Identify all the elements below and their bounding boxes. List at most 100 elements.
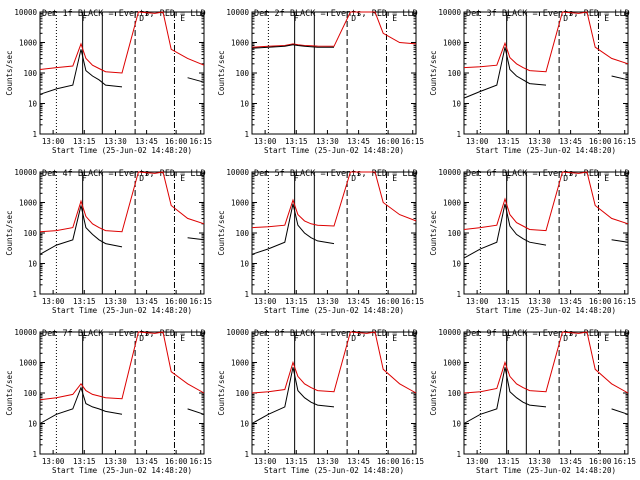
x-tick-label: 13:30 [528, 297, 551, 306]
x-tick-label: 16:00 [589, 457, 612, 466]
y-tick-label: 100 [23, 69, 37, 78]
y-tick-label: 10 [452, 260, 462, 269]
event-label: D [563, 174, 568, 183]
x-tick-label: 13:00 [466, 137, 489, 146]
y-axis-label: Counts/sec [217, 370, 226, 415]
x-tick-label: 13:15 [73, 457, 96, 466]
panel-title: Det 3f BLACK = Events, RED = LLD [466, 9, 630, 19]
x-tick-label: 13:45 [135, 457, 158, 466]
event-label: E [604, 14, 609, 23]
events-series-line [39, 49, 205, 95]
x-tick-label: 13:15 [497, 297, 520, 306]
y-tick-label: 1000 [443, 199, 462, 208]
x-tick-label: 13:15 [285, 297, 308, 306]
event-label: E [604, 174, 609, 183]
y-tick-label: 10 [452, 100, 462, 109]
y-tick-label: 10000 [438, 328, 461, 337]
x-tick-label: 13:00 [42, 297, 65, 306]
panel-title: Det 2f BLACK = Events, RED = LLD [254, 9, 418, 19]
x-tick-label: 13:45 [135, 297, 158, 306]
x-axis-label: Start Time (25-Jun-02 14:48:20) [264, 306, 404, 315]
y-tick-label: 10 [28, 420, 38, 429]
x-tick-label: 16:00 [589, 137, 612, 146]
events-series-line [39, 386, 205, 424]
y-tick-label: 100 [235, 229, 249, 238]
x-axis-label: Start Time (25-Jun-02 14:48:20) [476, 146, 616, 155]
x-tick-label: 16:00 [165, 137, 188, 146]
y-tick-label: 10 [452, 420, 462, 429]
y-tick-label: 1000 [231, 199, 250, 208]
y-tick-label: 100 [23, 389, 37, 398]
event-label: D [351, 14, 356, 23]
chart-panel: Det 4f BLACK = Events, RED = LLD 1 10 100 10… [5, 168, 212, 315]
y-tick-label: 1 [244, 290, 249, 299]
panel-title: Det 8f BLACK = Events, RED = LLD [254, 329, 418, 339]
event-label: E [392, 334, 397, 343]
y-tick-label: 1000 [19, 199, 38, 208]
x-tick-label: 13:30 [104, 457, 127, 466]
x-tick-label: 16:00 [377, 137, 400, 146]
lld-series-line [463, 11, 629, 73]
plot-frame [251, 11, 417, 135]
chart-panel: Det 3f BLACK = Events, RED = LLD 1 10 100 10… [429, 8, 636, 155]
x-tick-label: 13:30 [316, 137, 339, 146]
y-tick-label: 10 [240, 260, 250, 269]
x-axis-label: Start Time (25-Jun-02 14:48:20) [264, 466, 404, 475]
y-tick-label: 1 [244, 130, 249, 139]
panel-title: Det 7f BLACK = Events, RED = LLD [42, 329, 206, 339]
y-tick-label: 10000 [226, 328, 249, 337]
event-label: E [180, 334, 185, 343]
x-tick-label: 13:00 [254, 297, 277, 306]
event-label: E [180, 14, 185, 23]
chart-panel: Det 7f BLACK = Events, RED = LLD 1 10 100 10… [5, 328, 212, 475]
y-tick-label: 1000 [231, 359, 250, 368]
y-tick-label: 10000 [14, 8, 37, 17]
lld-series-line [251, 11, 417, 48]
y-tick-label: 10 [28, 260, 38, 269]
panel-title: Det 9f BLACK = Events, RED = LLD [466, 329, 630, 339]
lld-series-line [39, 171, 205, 233]
lld-series-line [251, 171, 417, 229]
y-tick-label: 10000 [438, 8, 461, 17]
x-tick-label: 13:15 [497, 137, 520, 146]
event-label: F [294, 334, 299, 343]
x-axis-label: Start Time (25-Jun-02 14:48:20) [476, 466, 616, 475]
event-label: D [563, 14, 568, 23]
panel-title: Det 1f BLACK = Events, RED = LLD [42, 9, 206, 19]
y-tick-label: 1 [32, 450, 37, 459]
y-tick-label: 100 [235, 69, 249, 78]
lld-series-line [39, 331, 205, 401]
x-tick-label: 16:15 [613, 457, 636, 466]
x-tick-label: 13:00 [254, 457, 277, 466]
y-tick-label: 1 [456, 130, 461, 139]
y-tick-label: 10000 [226, 8, 249, 17]
x-tick-label: 13:30 [316, 297, 339, 306]
x-tick-label: 13:30 [104, 297, 127, 306]
y-tick-label: 100 [447, 69, 461, 78]
y-tick-label: 1000 [443, 359, 462, 368]
events-series-line [463, 47, 629, 99]
event-label: F [506, 174, 511, 183]
plot-frame [39, 171, 205, 295]
event-label: F [82, 174, 87, 183]
y-tick-label: 10 [28, 100, 38, 109]
plot-frame [463, 331, 629, 455]
event-label: F [82, 14, 87, 23]
event-label: F [506, 334, 511, 343]
x-tick-label: 16:00 [165, 297, 188, 306]
x-tick-label: 13:30 [528, 457, 551, 466]
events-series-line [251, 367, 335, 424]
chart-panel: Det 2f BLACK = Events, RED = LLD 1 10 100 10… [217, 8, 424, 155]
x-tick-label: 13:30 [104, 137, 127, 146]
chart-panel: Det 5f BLACK = Events, RED = LLD 1 10 100 10… [217, 168, 424, 315]
x-tick-label: 13:45 [559, 457, 582, 466]
y-axis-label: Counts/sec [5, 370, 14, 415]
x-tick-label: 16:00 [589, 297, 612, 306]
x-tick-label: 13:45 [347, 137, 370, 146]
lld-series-line [39, 11, 205, 74]
y-tick-label: 1000 [19, 39, 38, 48]
y-axis-label: Counts/sec [217, 210, 226, 255]
y-axis-label: Counts/sec [429, 370, 438, 415]
events-series-line [463, 203, 629, 259]
plot-frame [251, 331, 417, 455]
